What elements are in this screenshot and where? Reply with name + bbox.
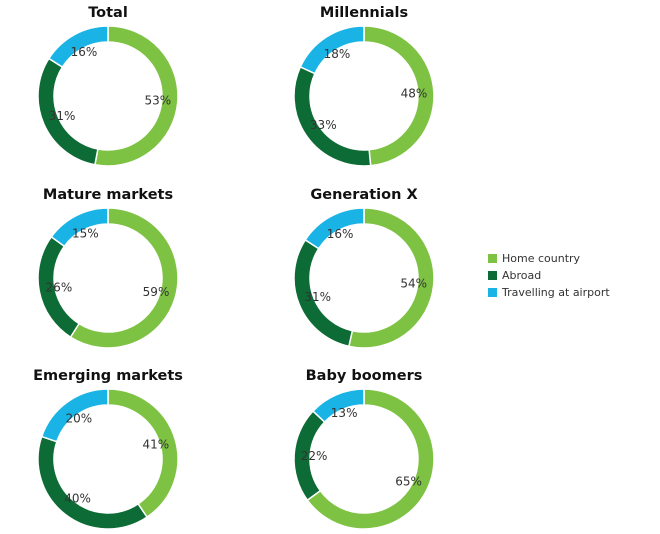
slice-millennials-abroad	[293, 65, 372, 167]
slice-millennials-airport	[299, 25, 365, 75]
data-label-baby-boomers-home-country: 65%	[395, 475, 422, 489]
data-label-emerging-markets-airport: 20%	[66, 411, 93, 425]
legend-item-abroad: Abroad	[488, 267, 610, 284]
legend-label-abroad: Abroad	[502, 269, 542, 282]
legend-label-home-country: Home country	[502, 252, 581, 265]
donut-millennials: Millennials 48% 33% 18%	[293, 5, 435, 167]
chart-title-baby-boomers: Baby boomers	[306, 368, 423, 384]
slice-baby-boomers-airport	[311, 388, 365, 424]
slice-emerging-markets-airport	[40, 388, 109, 443]
slice-emerging-markets-home-country	[107, 388, 179, 519]
chart-title-total: Total	[88, 5, 128, 21]
donut-emerging-markets: Emerging markets 41% 40% 20%	[33, 368, 183, 530]
legend-swatch-airport	[488, 288, 497, 297]
data-label-baby-boomers-abroad: 22%	[301, 449, 328, 463]
donut-baby-boomers: Baby boomers 65% 22% 13%	[293, 368, 435, 530]
slice-emerging-markets-abroad	[37, 435, 149, 530]
slice-baby-boomers-home-country	[306, 388, 435, 530]
slice-mature-markets-home-country	[69, 207, 179, 349]
chart-title-mature-markets: Mature markets	[43, 187, 173, 203]
data-label-millennials-home-country: 48%	[401, 87, 428, 101]
data-label-total-home-country: 53%	[144, 94, 171, 108]
donut-mature-markets: Mature markets 59% 26% 15%	[37, 187, 179, 349]
data-label-millennials-abroad: 33%	[310, 118, 337, 132]
data-label-emerging-markets-abroad: 40%	[64, 492, 91, 506]
legend-item-home-country: Home country	[488, 250, 610, 267]
data-label-mature-markets-abroad: 26%	[46, 280, 73, 294]
data-label-emerging-markets-home-country: 41%	[142, 437, 169, 451]
donut-generation-x: Generation X 54% 31% 16%	[293, 187, 435, 349]
data-label-generation-x-abroad: 31%	[304, 290, 331, 304]
slice-total-airport	[47, 25, 109, 69]
legend: Home country Abroad Travelling at airpor…	[488, 250, 610, 301]
data-label-generation-x-airport: 16%	[327, 227, 354, 241]
chart-title-generation-x: Generation X	[310, 187, 417, 203]
slice-generation-x-airport	[304, 207, 365, 250]
data-label-mature-markets-home-country: 59%	[143, 285, 170, 299]
data-label-mature-markets-airport: 15%	[72, 226, 99, 240]
data-label-millennials-airport: 18%	[324, 47, 351, 61]
legend-item-airport: Travelling at airport	[488, 284, 610, 301]
legend-label-airport: Travelling at airport	[502, 286, 610, 299]
donut-total: Total 53% 31% 16%	[37, 5, 179, 167]
chart-title-emerging-markets: Emerging markets	[33, 368, 183, 384]
legend-swatch-home-country	[488, 254, 497, 263]
data-label-total-airport: 16%	[71, 45, 98, 59]
data-label-total-abroad: 31%	[49, 109, 76, 123]
legend-swatch-abroad	[488, 271, 497, 280]
data-label-generation-x-home-country: 54%	[400, 276, 427, 290]
slice-mature-markets-airport	[50, 207, 109, 248]
chart-title-millennials: Millennials	[320, 5, 408, 21]
data-label-baby-boomers-airport: 13%	[331, 406, 358, 420]
